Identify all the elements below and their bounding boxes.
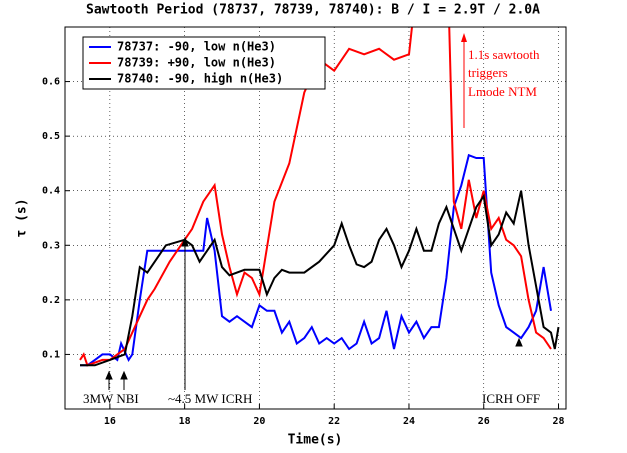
y-tick-label: 0.1 — [42, 349, 60, 360]
legend: 78737: -90, low n(He3) 78739: +90, low n(… — [82, 36, 326, 90]
annotation: 1.1s sawtooth — [468, 47, 540, 62]
arrow-head — [515, 337, 523, 347]
legend-box — [82, 36, 326, 90]
arrow-head — [181, 236, 189, 247]
y-tick-label: 0.4 — [42, 186, 60, 197]
annotation: Lmode NTM — [468, 84, 537, 99]
annotation: ~4.5 MW ICRH — [168, 391, 252, 406]
x-tick-label: 22 — [328, 416, 340, 427]
legend-label: 78737: -90, low n(He3) — [117, 40, 276, 54]
legend-label: 78740: -90, high n(He3) — [117, 72, 283, 86]
arrows — [105, 33, 523, 390]
annotations: 1.1s sawtooth triggers Lmode NTM 3MW NBI… — [83, 47, 540, 406]
y-tick-label: 0.6 — [42, 77, 60, 88]
grid — [65, 27, 566, 409]
y-tick-label: 0.3 — [42, 240, 60, 251]
legend-label: 78739: +90, low n(He3) — [117, 56, 276, 70]
series-line — [80, 190, 560, 367]
x-tick-label: 26 — [478, 416, 490, 427]
arrow-head — [105, 370, 113, 380]
x-tick-label: 16 — [104, 416, 116, 427]
y-axis-label: τ (s) — [15, 198, 30, 237]
x-tick-label: 24 — [403, 416, 415, 427]
y-tick-label: 0.2 — [42, 295, 60, 306]
arrow-head — [461, 33, 467, 42]
x-tick-label: 18 — [179, 416, 191, 427]
annotation: triggers — [468, 65, 508, 80]
arrow-head — [120, 370, 128, 380]
x-axis-label: Time(s) — [288, 433, 343, 448]
x-tick-label: 20 — [253, 416, 265, 427]
series-line — [79, 27, 552, 367]
plot-lines — [79, 27, 560, 367]
chart-title: Sawtooth Period (78737, 78739, 78740): B… — [86, 3, 540, 18]
x-tick-label: 28 — [552, 416, 564, 427]
series-line — [80, 153, 552, 367]
plot-frame — [64, 26, 567, 410]
annotation: ICRH OFF — [482, 391, 540, 406]
y-tick-label: 0.5 — [42, 131, 60, 142]
annotation: 3MW NBI — [83, 391, 139, 406]
